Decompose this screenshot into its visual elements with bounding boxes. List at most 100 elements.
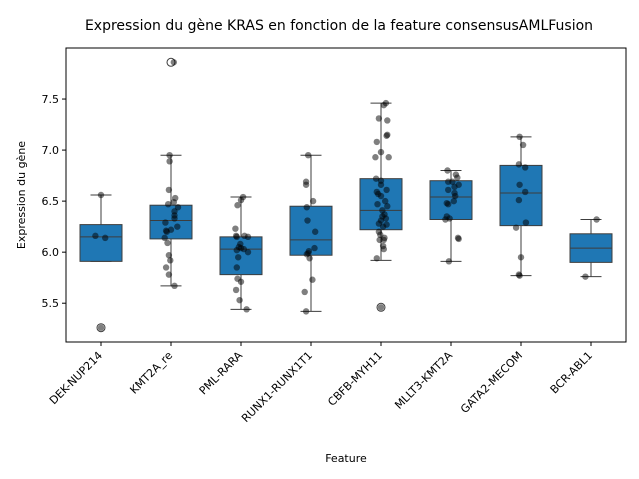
data-point — [170, 59, 177, 66]
x-tick-label: PML-RARA — [197, 349, 246, 398]
box-group — [569, 219, 613, 278]
data-point — [445, 200, 452, 208]
data-point — [516, 181, 523, 188]
data-point — [244, 233, 252, 241]
data-point — [445, 186, 452, 194]
data-point — [302, 308, 310, 315]
data-point — [515, 196, 523, 204]
data-point — [166, 151, 173, 159]
box-group — [359, 102, 403, 312]
data-point — [379, 223, 387, 230]
data-point — [385, 154, 392, 161]
y-axis-label: Expression du gène — [15, 141, 28, 249]
data-point — [305, 151, 312, 159]
box-group — [219, 196, 263, 310]
data-point — [306, 255, 313, 262]
data-point — [166, 158, 173, 165]
data-point — [522, 219, 530, 226]
data-point — [377, 181, 385, 188]
data-point — [236, 296, 243, 304]
data-point — [232, 286, 240, 294]
data-point — [97, 191, 105, 199]
data-point — [92, 232, 99, 240]
data-point — [384, 117, 391, 124]
data-point — [445, 178, 452, 185]
data-point — [170, 198, 177, 206]
data-point — [516, 272, 523, 279]
data-point — [373, 255, 380, 262]
x-axis-label: Feature — [325, 452, 367, 465]
data-point — [455, 235, 462, 243]
data-point — [517, 254, 525, 261]
data-point — [372, 175, 380, 182]
data-point — [445, 258, 453, 265]
data-point — [373, 138, 380, 146]
x-tick-label: RUNX1-RUNX1T1 — [239, 349, 315, 425]
box — [149, 204, 193, 240]
data-point — [304, 217, 311, 224]
data-point — [384, 203, 391, 210]
data-point — [232, 225, 239, 232]
data-point — [515, 161, 523, 168]
box-group — [79, 194, 123, 333]
data-point — [309, 197, 317, 205]
data-point — [171, 215, 178, 222]
data-point — [377, 148, 385, 156]
data-point — [380, 245, 387, 253]
data-point — [522, 188, 529, 196]
plot-frame — [65, 47, 627, 343]
data-point — [233, 246, 240, 254]
data-point — [454, 174, 461, 181]
x-tick-label: BCR-ABL1 — [548, 349, 595, 396]
y-tick-label: 6.5 — [42, 195, 60, 208]
data-point — [312, 228, 319, 235]
outlier-marker — [96, 323, 106, 333]
box-group — [289, 154, 333, 312]
outlier-marker — [376, 302, 386, 312]
data-point — [382, 215, 390, 222]
data-point — [237, 278, 245, 285]
x-tick-label: GATA2-MECOM — [458, 349, 525, 416]
box — [499, 164, 543, 227]
data-point — [522, 164, 529, 171]
data-point — [512, 224, 520, 231]
data-point — [165, 186, 173, 194]
plot-area — [79, 57, 613, 333]
data-point — [382, 197, 389, 205]
data-point — [303, 204, 310, 211]
data-point — [165, 271, 173, 278]
data-point — [234, 202, 241, 209]
data-point — [593, 216, 600, 223]
box — [289, 205, 333, 256]
data-point — [233, 264, 240, 271]
x-tick-label: MLLT3-KMT2A — [392, 349, 455, 412]
data-point — [311, 244, 318, 252]
y-tick-label: 7.5 — [42, 93, 60, 106]
data-point — [233, 233, 240, 241]
data-point — [451, 183, 458, 191]
data-point — [162, 264, 170, 271]
data-point — [163, 228, 170, 235]
data-point — [171, 282, 178, 290]
data-point — [383, 186, 390, 194]
data-point — [516, 133, 523, 141]
data-point — [519, 141, 527, 149]
data-point — [161, 234, 168, 242]
data-point — [237, 196, 245, 204]
box-group — [499, 136, 543, 277]
data-point — [374, 200, 381, 208]
data-point — [235, 254, 242, 261]
data-point — [372, 154, 379, 161]
data-point — [452, 192, 459, 200]
x-tick-label: CBFB-MYH11 — [325, 349, 385, 409]
y-tick-label: 5.5 — [42, 297, 60, 310]
x-tick-label: KMT2A_re — [127, 349, 175, 397]
data-point — [174, 223, 181, 230]
chart-title: Expression du gène KRAS en fonction de l… — [85, 18, 593, 34]
data-point — [450, 197, 457, 205]
y-axis: 5.5 6.0 6.5 7.0 7.5 — [42, 93, 66, 310]
data-point — [377, 304, 385, 311]
box-group — [149, 57, 193, 287]
